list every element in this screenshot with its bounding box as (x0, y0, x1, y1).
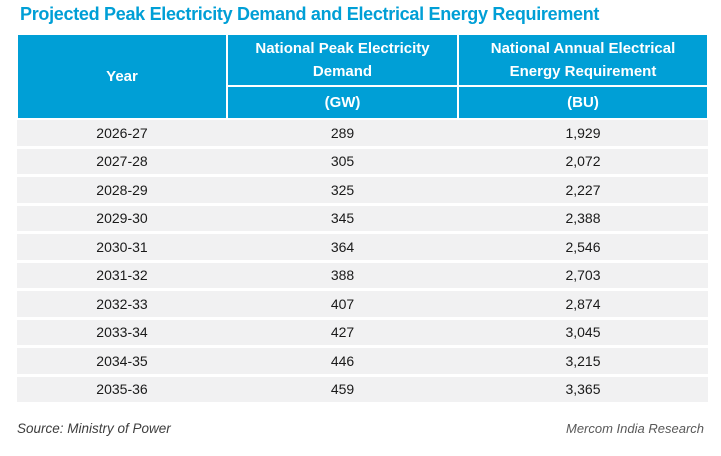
column-header-year: Year (16, 33, 228, 120)
cell-gw: 446 (227, 346, 458, 377)
column-header-energy-requirement: National Annual Electrical Energy Requir… (457, 33, 709, 87)
cell-year: 2035-36 (17, 375, 227, 405)
table-row: 2035-36 459 3,365 (17, 375, 708, 405)
cell-gw: 305 (227, 147, 458, 177)
cell-bu: 3,365 (458, 375, 708, 405)
electricity-demand-table: Year National Peak Electricity Demand Na… (16, 33, 709, 405)
table-row: 2026-27 289 1,929 (17, 119, 708, 149)
cell-year: 2032-33 (17, 289, 227, 320)
cell-bu: 1,929 (458, 119, 708, 149)
table-body: 2026-27 289 1,929 2027-28 305 2,072 2028… (17, 119, 708, 405)
table-row: 2033-34 427 3,045 (17, 318, 708, 348)
cell-gw: 325 (227, 175, 458, 206)
table-row: 2027-28 305 2,072 (17, 147, 708, 177)
cell-bu: 2,874 (458, 289, 708, 320)
cell-bu: 2,227 (458, 175, 708, 206)
table-row: 2030-31 364 2,546 (17, 232, 708, 263)
cell-bu: 2,703 (458, 261, 708, 291)
cell-bu: 2,546 (458, 232, 708, 263)
cell-gw: 388 (227, 261, 458, 291)
table-row: 2028-29 325 2,227 (17, 175, 708, 206)
cell-gw: 459 (227, 375, 458, 405)
cell-bu: 3,045 (458, 318, 708, 348)
cell-year: 2026-27 (17, 119, 227, 149)
cell-bu: 3,215 (458, 346, 708, 377)
cell-year: 2031-32 (17, 261, 227, 291)
figure-title: Projected Peak Electricity Demand and El… (20, 4, 600, 24)
attribution-note: Mercom India Research (566, 421, 704, 436)
column-unit-gw: (GW) (226, 85, 459, 120)
source-note: Source: Ministry of Power (17, 421, 171, 436)
table-row: 2031-32 388 2,703 (17, 261, 708, 291)
column-unit-bu: (BU) (457, 85, 709, 120)
table-row: 2034-35 446 3,215 (17, 346, 708, 377)
cell-bu: 2,072 (458, 147, 708, 177)
cell-year: 2029-30 (17, 204, 227, 234)
cell-gw: 407 (227, 289, 458, 320)
cell-year: 2034-35 (17, 346, 227, 377)
column-header-peak-demand: National Peak Electricity Demand (226, 33, 459, 87)
table-row: 2032-33 407 2,874 (17, 289, 708, 320)
cell-bu: 2,388 (458, 204, 708, 234)
cell-year: 2033-34 (17, 318, 227, 348)
cell-gw: 289 (227, 119, 458, 149)
figure-footer: Source: Ministry of Power Mercom India R… (17, 421, 704, 436)
cell-year: 2030-31 (17, 232, 227, 263)
cell-gw: 345 (227, 204, 458, 234)
cell-year: 2027-28 (17, 147, 227, 177)
table-header: Year National Peak Electricity Demand Na… (16, 33, 709, 120)
cell-gw: 427 (227, 318, 458, 348)
cell-gw: 364 (227, 232, 458, 263)
table-row: 2029-30 345 2,388 (17, 204, 708, 234)
cell-year: 2028-29 (17, 175, 227, 206)
